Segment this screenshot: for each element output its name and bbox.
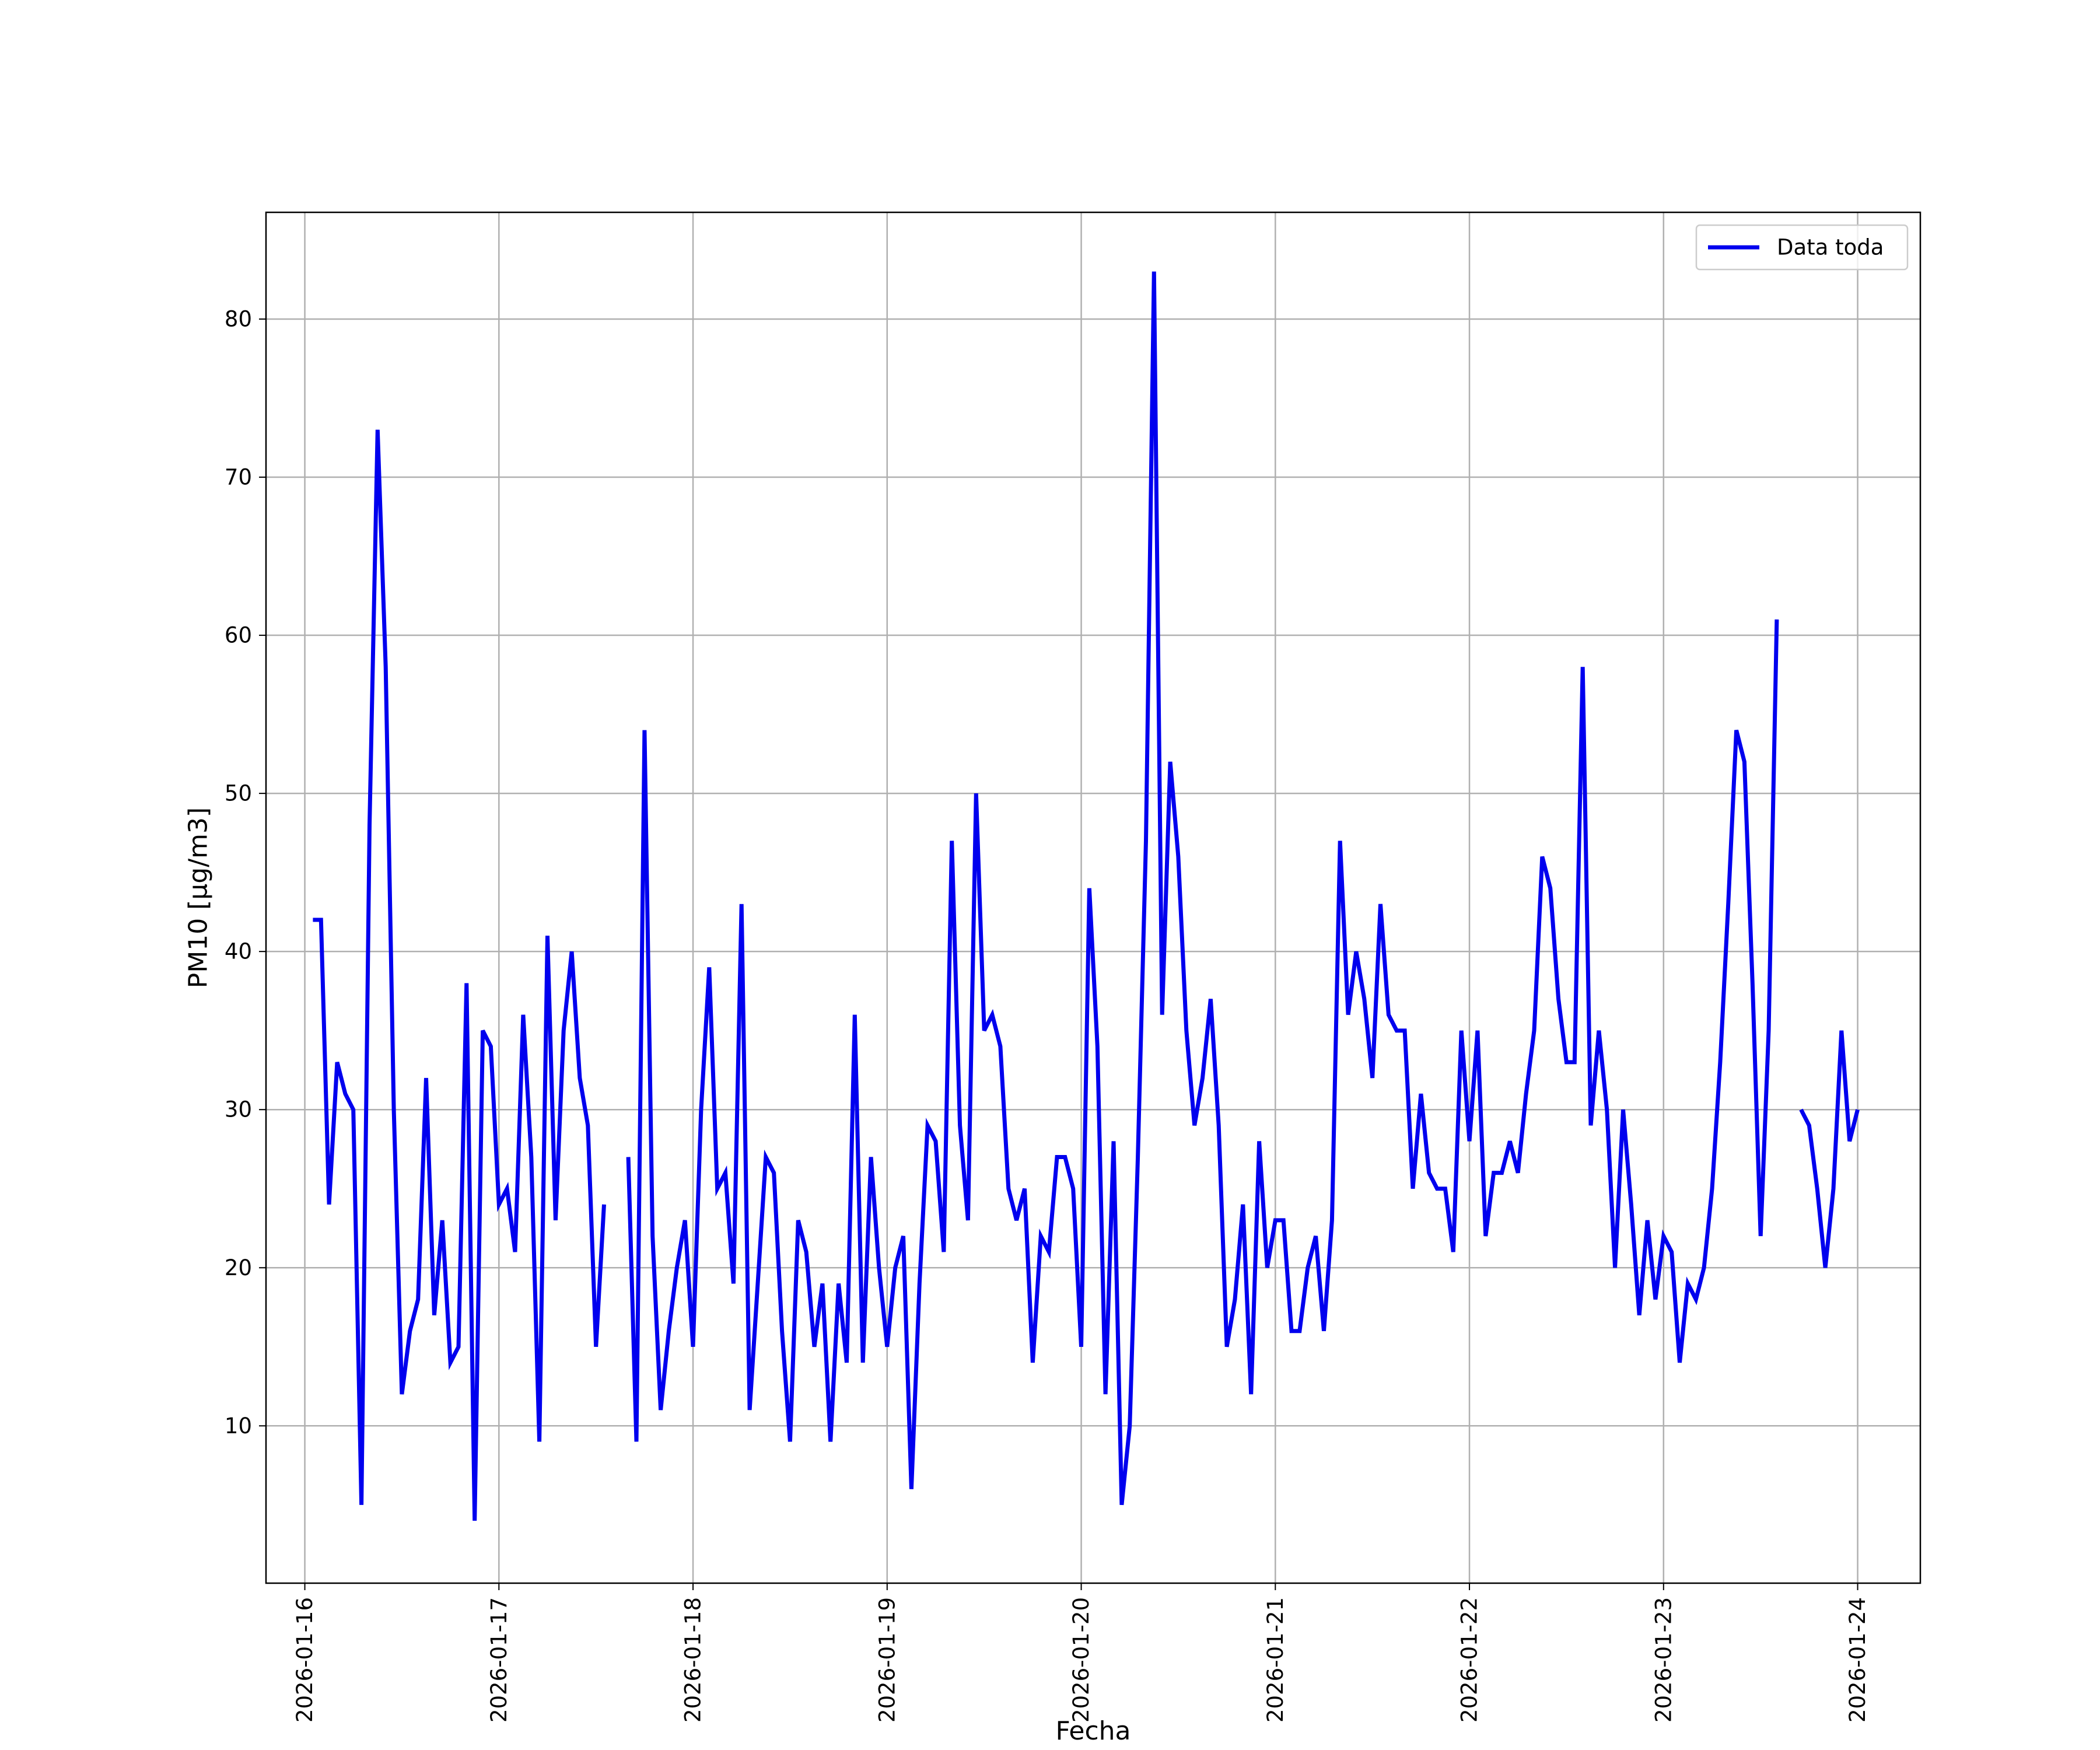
- axis-ticks: 2026-01-16 2026-01-17 2026-01-18 2026-01-19…: [225, 306, 1870, 1723]
- x-tick-label: 2026-01-20: [1069, 1597, 1094, 1723]
- legend: Data toda: [1695, 224, 1909, 271]
- series-line-data-toda: [626, 271, 1779, 1506]
- y-tick-label: 70: [225, 465, 252, 490]
- x-tick-label: 2026-01-22: [1457, 1597, 1482, 1723]
- x-tick-label: 2026-01-23: [1651, 1597, 1676, 1723]
- y-tick-label: 40: [225, 939, 252, 964]
- y-tick-label: 60: [225, 623, 252, 648]
- y-tick-label: 10: [225, 1413, 252, 1438]
- x-tick-label: 2026-01-21: [1263, 1597, 1288, 1723]
- x-tick-label: 2026-01-16: [292, 1597, 317, 1723]
- x-tick-label: 2026-01-18: [681, 1597, 706, 1723]
- y-tick-label: 50: [225, 781, 252, 806]
- y-tick-label: 80: [225, 306, 252, 331]
- legend-box: [1695, 224, 1909, 271]
- x-tick-label: 2026-01-17: [487, 1597, 512, 1723]
- plot-frame: [265, 211, 1922, 1584]
- x-tick-label: 2026-01-19: [874, 1597, 900, 1723]
- series-line-data-toda: [1799, 1030, 1860, 1268]
- legend-label-data-toda: Data toda: [1777, 235, 1884, 260]
- y-tick-label: 20: [225, 1255, 252, 1280]
- y-axis-label: PM10 [μg/m3]: [184, 807, 214, 988]
- series-layer: [313, 271, 1860, 1521]
- y-tick-label: 30: [225, 1097, 252, 1122]
- series-line-data-toda: [313, 429, 606, 1521]
- x-tick-label: 2026-01-24: [1845, 1597, 1870, 1723]
- x-axis-label: Fecha: [1055, 1716, 1130, 1746]
